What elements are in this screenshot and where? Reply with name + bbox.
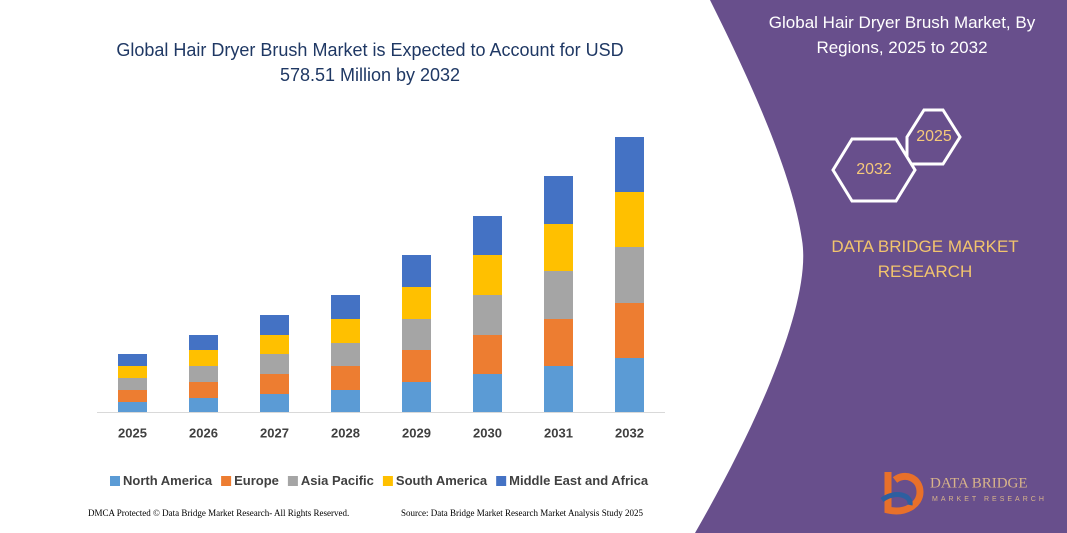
bar-segment	[473, 216, 502, 255]
logo-name: DATA BRIDGE	[930, 475, 1028, 491]
x-tick-label: 2032	[615, 425, 644, 440]
bar-segment	[331, 295, 360, 319]
bar-segment	[615, 247, 644, 303]
hexagon-label: 2032	[856, 161, 892, 178]
x-tick-label: 2025	[118, 425, 147, 440]
bar-segment	[118, 354, 147, 366]
legend-swatch	[496, 476, 507, 486]
hexagon-label: 2025	[916, 128, 952, 145]
x-tick-label: 2028	[331, 425, 360, 440]
hexagon	[831, 137, 917, 203]
legend-label: Middle East and Africa	[509, 473, 649, 488]
bar-segment	[615, 303, 644, 358]
bar-segment	[473, 335, 502, 374]
bar-segment	[402, 382, 431, 412]
bar-segment	[615, 137, 644, 192]
bar-segment	[544, 176, 573, 224]
bar-segment	[260, 335, 289, 354]
bar-segment	[118, 366, 147, 378]
bar-segment	[473, 374, 502, 412]
legend-label: North America	[123, 473, 213, 488]
bar-segment	[331, 343, 360, 366]
x-tick-label: 2027	[260, 425, 289, 440]
chart-title: Global Hair Dryer Brush Market is Expect…	[116, 40, 624, 85]
bar-segment	[544, 271, 573, 319]
footer-left: DMCA Protected © Data Bridge Market Rese…	[88, 508, 349, 518]
panel-brand: DATA BRIDGE MARKET RESEARCH	[831, 237, 1019, 281]
bar-segment	[189, 335, 218, 350]
bar-segment	[615, 192, 644, 247]
bar-segment	[189, 350, 218, 366]
panel-title: Global Hair Dryer Brush Market, By Regio…	[768, 13, 1036, 57]
legend-label: South America	[396, 473, 488, 488]
bar-segment	[473, 255, 502, 295]
legend-label: Europe	[234, 473, 279, 488]
bar-segment	[260, 315, 289, 335]
footer-right: Source: Data Bridge Market Research Mark…	[401, 508, 643, 518]
bar-segment	[118, 378, 147, 390]
bar-segment	[189, 382, 218, 398]
bar-segment	[544, 319, 573, 366]
x-tick-label: 2026	[189, 425, 218, 440]
bar-segment	[189, 366, 218, 382]
bar-segment	[118, 390, 147, 402]
bar-segment	[402, 255, 431, 287]
side-panel	[695, 0, 1067, 533]
logo-mark	[880, 492, 913, 506]
bar-segment	[331, 366, 360, 390]
bar-segment	[260, 394, 289, 412]
bar-segment	[544, 366, 573, 412]
bar-segment	[331, 319, 360, 343]
logo-mark	[884, 472, 924, 515]
bar-segment	[544, 224, 573, 271]
bar-segment	[402, 350, 431, 382]
x-tick-label: 2029	[402, 425, 431, 440]
bar-segment	[402, 287, 431, 319]
bar-segment	[402, 319, 431, 350]
logo-tagline: MARKET RESEARCH	[932, 496, 1047, 503]
bar-segment	[118, 402, 147, 412]
bar-segment	[260, 354, 289, 374]
bar-segment	[260, 374, 289, 394]
legend-swatch	[287, 476, 298, 486]
legend-swatch	[382, 476, 393, 486]
bar-segment	[473, 295, 502, 335]
bar-segment	[615, 358, 644, 412]
legend-swatch	[221, 476, 232, 486]
bar-segment	[331, 390, 360, 412]
x-tick-label: 2031	[544, 425, 573, 440]
legend-swatch	[110, 476, 120, 486]
legend-label: Asia Pacific	[301, 473, 374, 488]
bar-segment	[189, 398, 218, 412]
x-tick-label: 2030	[473, 425, 502, 440]
